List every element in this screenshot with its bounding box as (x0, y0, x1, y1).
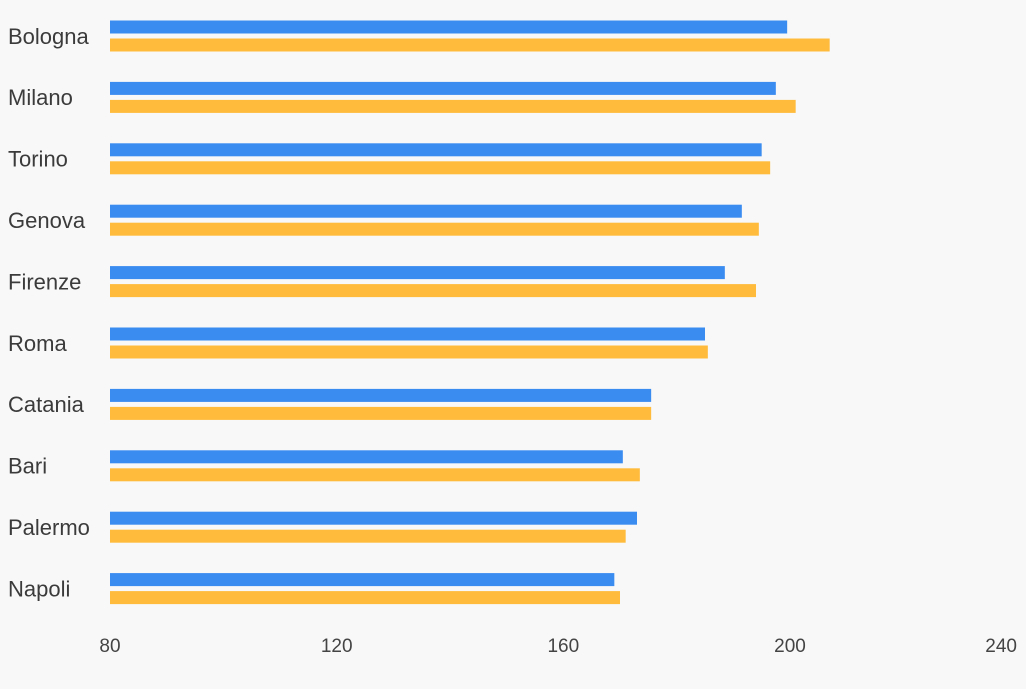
category-label: Firenze (8, 269, 81, 294)
category-label: Torino (8, 147, 68, 172)
bar-series-1-roma (110, 327, 705, 341)
category-label: Genova (8, 208, 86, 233)
bar-series-1-firenze (110, 266, 725, 280)
bar-series-1-torino (110, 143, 762, 157)
x-tick-label: 120 (321, 636, 353, 657)
bar-series-1-bologna (110, 20, 788, 34)
x-tick-label: 240 (985, 636, 1017, 657)
bar-series-1-palermo (110, 511, 637, 525)
bar-series-1-milano (110, 81, 776, 95)
category-label: Roma (8, 331, 67, 356)
bar-series-2-bologna (110, 38, 830, 52)
bar-series-2-firenze (110, 284, 756, 298)
bar-series-1-bari (110, 450, 623, 464)
category-label: Napoli (8, 576, 70, 601)
bar-series-2-genova (110, 222, 759, 236)
category-label: Bari (8, 454, 47, 479)
bar-series-1-catania (110, 388, 652, 402)
bar-series-2-roma (110, 345, 708, 359)
x-tick-label: 80 (99, 636, 120, 657)
x-tick-label: 160 (547, 636, 579, 657)
bar-series-2-bari (110, 468, 640, 482)
category-label: Bologna (8, 24, 90, 49)
category-label: Milano (8, 85, 73, 110)
bar-series-2-napoli (110, 591, 620, 605)
bar-series-2-milano (110, 99, 796, 113)
bar-series-1-genova (110, 204, 742, 218)
bar-series-1-napoli (110, 573, 615, 587)
bar-series-2-catania (110, 406, 652, 420)
category-label: Catania (8, 392, 85, 417)
x-tick-label: 200 (774, 636, 806, 657)
bar-series-2-torino (110, 161, 771, 175)
bar-series-2-palermo (110, 529, 626, 543)
category-label: Palermo (8, 515, 90, 540)
